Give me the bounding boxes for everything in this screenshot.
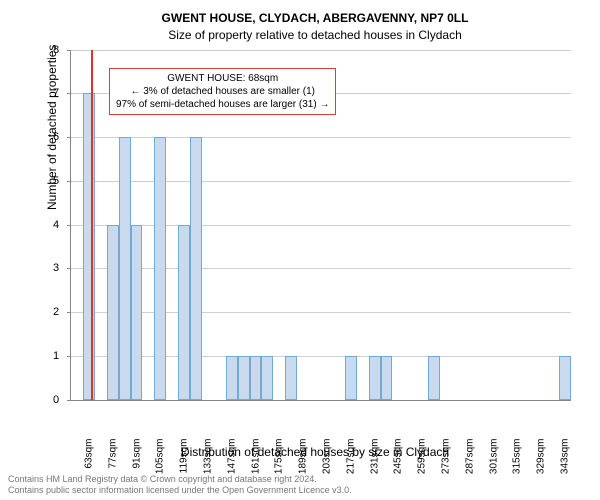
histogram-bar xyxy=(178,225,190,400)
x-tick-label: 273sqm xyxy=(441,438,452,474)
y-tick-label: 1 xyxy=(53,350,59,362)
chart-subtitle: Size of property relative to detached ho… xyxy=(50,27,580,44)
histogram-bar xyxy=(83,93,95,399)
x-tick-label: 175sqm xyxy=(274,438,285,474)
histogram-bar xyxy=(261,356,273,400)
annotation-line: ← 3% of detached houses are smaller (1) xyxy=(116,85,329,98)
histogram-bar xyxy=(345,356,357,400)
x-tick-label: 119sqm xyxy=(179,438,190,474)
attribution-line: Contains public sector information licen… xyxy=(8,485,352,496)
histogram-bar xyxy=(107,225,119,400)
histogram-bar xyxy=(154,137,166,400)
x-tick-label: 105sqm xyxy=(155,438,166,474)
x-tick-label: 287sqm xyxy=(464,438,475,474)
chart-title: GWENT HOUSE, CLYDACH, ABERGAVENNY, NP7 0… xyxy=(50,10,580,27)
histogram-bar xyxy=(238,356,250,400)
x-axis-label: Distribution of detached houses by size … xyxy=(50,445,580,459)
histogram-bar xyxy=(119,137,131,400)
annotation-box: GWENT HOUSE: 68sqm ← 3% of detached hous… xyxy=(109,68,336,115)
plot-area: 01234567863sqm77sqm91sqm105sqm119sqm133s… xyxy=(70,50,571,401)
histogram-bar xyxy=(381,356,393,400)
annotation-line: 97% of semi-detached houses are larger (… xyxy=(116,98,329,111)
histogram-bar xyxy=(131,225,143,400)
x-tick-label: 329sqm xyxy=(536,438,547,474)
x-tick-label: 203sqm xyxy=(322,438,333,474)
y-tick-label: 8 xyxy=(53,44,59,56)
histogram-bar xyxy=(428,356,440,400)
y-tick-label: 2 xyxy=(53,306,59,318)
y-tick-label: 0 xyxy=(53,394,59,406)
x-tick-label: 259sqm xyxy=(417,438,428,474)
histogram-bar xyxy=(190,137,202,400)
x-tick-label: 161sqm xyxy=(250,438,261,474)
x-tick-label: 301sqm xyxy=(488,438,499,474)
attribution-line: Contains HM Land Registry data © Crown c… xyxy=(8,474,352,485)
y-tick-label: 4 xyxy=(53,219,59,231)
x-tick-label: 245sqm xyxy=(393,438,404,474)
histogram-bar xyxy=(250,356,262,400)
x-tick-label: 91sqm xyxy=(131,438,142,474)
x-tick-label: 231sqm xyxy=(369,438,380,474)
x-tick-label: 63sqm xyxy=(83,438,94,474)
x-tick-label: 217sqm xyxy=(345,438,356,474)
histogram-bar xyxy=(369,356,381,400)
x-tick-label: 77sqm xyxy=(107,438,118,474)
y-tick-label: 6 xyxy=(53,131,59,143)
histogram-bar xyxy=(285,356,297,400)
x-tick-label: 343sqm xyxy=(560,438,571,474)
x-tick-label: 315sqm xyxy=(512,438,523,474)
x-tick-label: 147sqm xyxy=(226,438,237,474)
annotation-line: GWENT HOUSE: 68sqm xyxy=(116,72,329,85)
y-tick-label: 5 xyxy=(53,175,59,187)
attribution: Contains HM Land Registry data © Crown c… xyxy=(8,474,352,497)
x-tick-label: 133sqm xyxy=(202,438,213,474)
x-tick-label: 189sqm xyxy=(298,438,309,474)
histogram-bar xyxy=(559,356,571,400)
y-tick-label: 7 xyxy=(53,87,59,99)
histogram-bar xyxy=(226,356,238,400)
y-tick-label: 3 xyxy=(53,262,59,274)
